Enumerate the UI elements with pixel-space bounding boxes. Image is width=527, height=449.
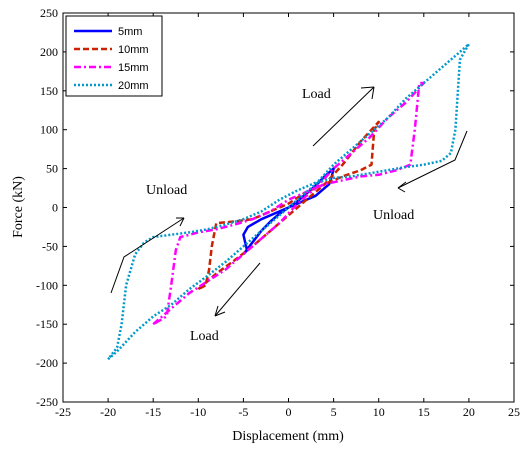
- legend-label-10mm: 10mm: [118, 44, 149, 56]
- legend-label-15mm: 15mm: [118, 62, 149, 74]
- series-group: [107, 42, 471, 361]
- y-tick-label-2: -150: [36, 317, 58, 331]
- y-tick-label-5: 0: [52, 201, 58, 215]
- x-tick-label-4: -5: [238, 405, 248, 419]
- annotation-load-upper: Load: [302, 87, 331, 102]
- legend: 5mm 10mm 15mm 20mm: [65, 15, 163, 97]
- x-tick-label-9: 20: [463, 405, 475, 419]
- y-tick-label-4: -50: [42, 239, 58, 253]
- y-tick-label-10: 250: [40, 6, 58, 20]
- series-line-20mm: [107, 42, 471, 361]
- x-tick-label-10: 25: [508, 405, 520, 419]
- x-tick-label-8: 15: [418, 405, 430, 419]
- annotation-load-lower: Load: [190, 329, 219, 344]
- y-tick-label-8: 150: [40, 84, 58, 98]
- x-tick-label-1: -20: [100, 405, 116, 419]
- x-tick-label-5: 0: [286, 405, 292, 419]
- y-tick-label-1: -200: [36, 356, 58, 370]
- y-axis-label: Force (kN): [11, 176, 26, 238]
- y-tick-label-7: 100: [40, 123, 58, 137]
- x-tick-label-3: -10: [190, 405, 206, 419]
- y-tick-label-6: 50: [46, 162, 58, 176]
- legend-label-5mm: 5mm: [118, 26, 142, 38]
- x-tick-label-0: -25: [55, 405, 71, 419]
- series-line-5mm: [242, 167, 335, 256]
- y-tick-label-0: -250: [36, 395, 58, 409]
- x-axis-label: Displacement (mm): [232, 429, 344, 444]
- y-tick-label-9: 200: [40, 45, 58, 59]
- series-line-10mm: [197, 120, 380, 291]
- x-tick-label-6: 5: [331, 405, 337, 419]
- axis-ticks: -25 -20 -15 -10 -5 0 5 10 15 20 25-250-200-150-100…: [36, 6, 520, 419]
- x-tick-label-2: -15: [145, 405, 161, 419]
- legend-box: [65, 15, 163, 97]
- annotation-unload-left: Unload: [146, 183, 187, 198]
- y-tick-label-3: -100: [36, 278, 58, 292]
- annotation-unload-right: Unload: [373, 208, 414, 223]
- legend-label-20mm: 20mm: [118, 80, 149, 92]
- annotation-arrows: [110, 86, 468, 317]
- x-tick-label-7: 10: [373, 405, 385, 419]
